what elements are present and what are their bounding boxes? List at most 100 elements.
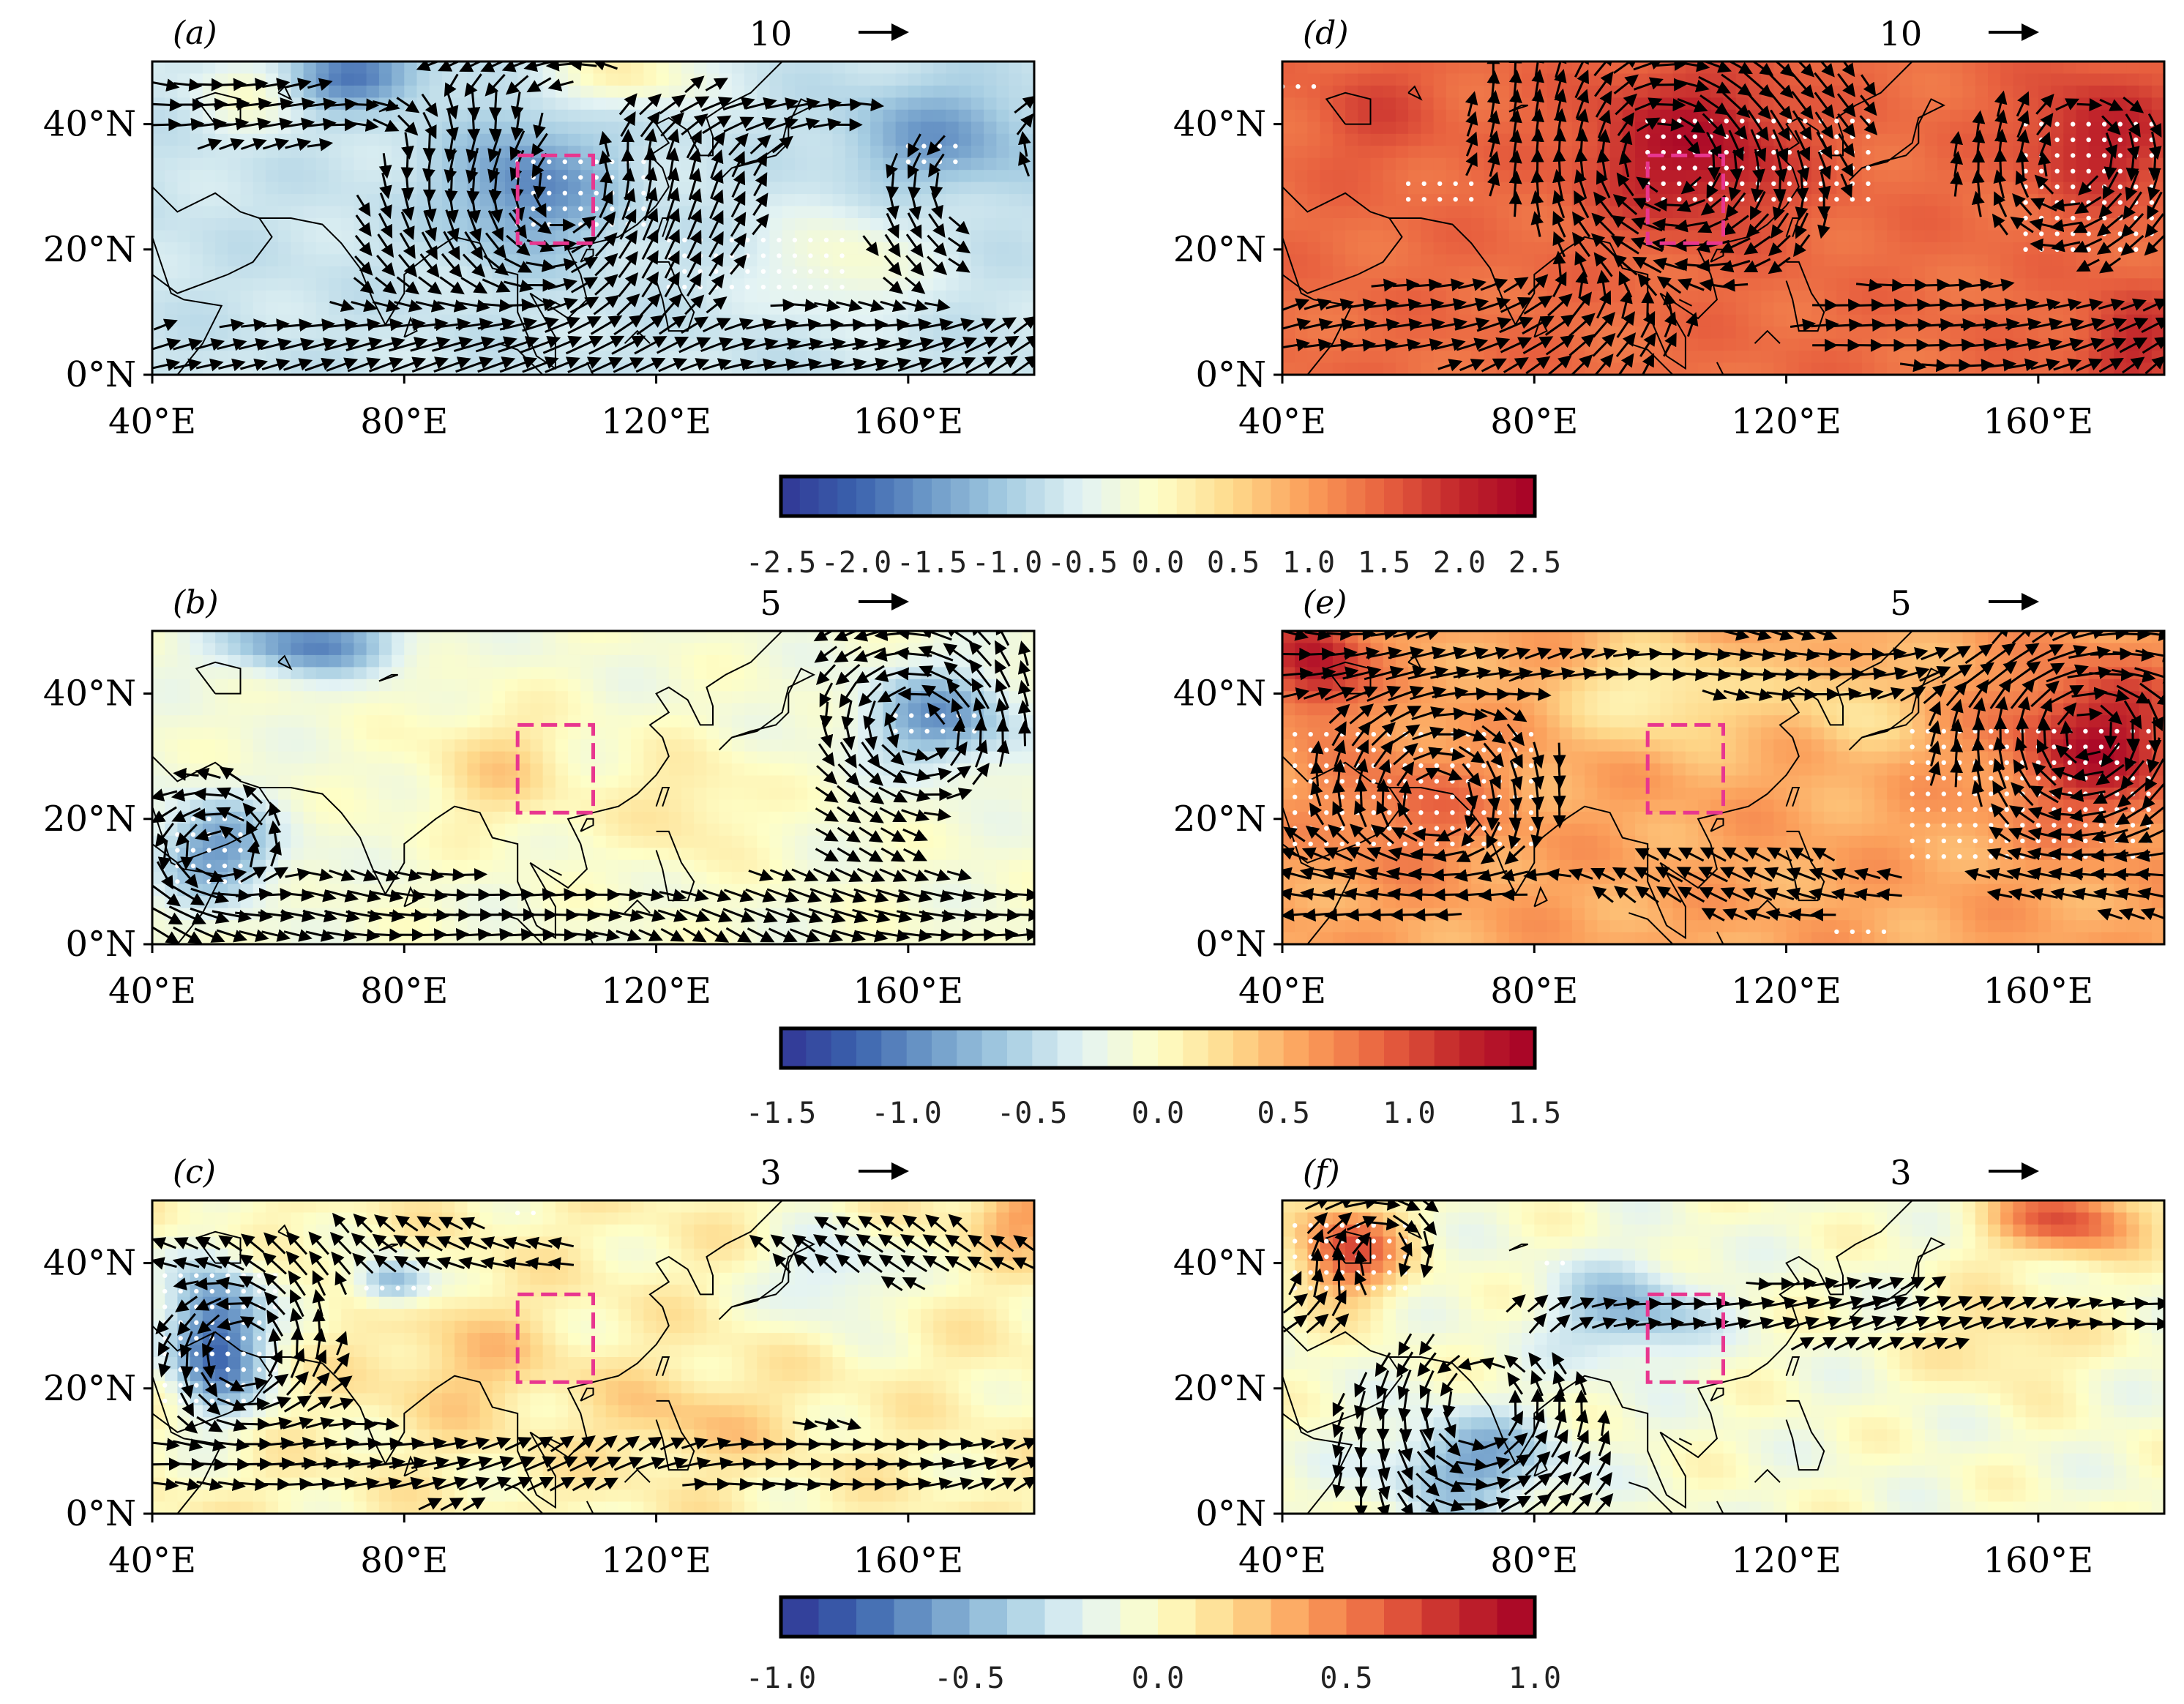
field-cell <box>177 314 191 327</box>
field-cell <box>265 109 279 123</box>
field-cell <box>1748 302 1762 315</box>
field-cell <box>883 290 897 304</box>
field-cell <box>580 157 594 171</box>
field-cell <box>190 654 203 668</box>
field-cell <box>1332 182 1346 195</box>
x-tick-label: 120°E <box>601 401 711 442</box>
field-cell <box>1332 351 1346 364</box>
stipple-dot <box>2039 247 2044 252</box>
field-cell <box>1332 146 1346 159</box>
stipple-dot <box>792 285 798 290</box>
field-cell <box>1282 157 1295 171</box>
field-cell <box>984 206 998 219</box>
field-cell <box>593 109 607 123</box>
field-cell <box>870 351 884 364</box>
field-cell <box>1433 73 1447 86</box>
field-cell <box>1459 206 1472 219</box>
field-cell <box>429 157 443 171</box>
field-cell <box>958 133 972 147</box>
field-cell <box>555 97 569 111</box>
field-cell <box>1912 85 1926 99</box>
field-cell <box>1484 218 1497 231</box>
field-cell <box>1484 61 1497 75</box>
field-cell <box>1471 122 1485 135</box>
field-cell <box>2051 73 2065 86</box>
field-cell <box>1522 254 1536 267</box>
field-cell <box>1446 85 1459 99</box>
field-cell <box>731 61 745 75</box>
field-cell <box>1798 338 1812 351</box>
field-cell <box>240 61 254 75</box>
field-cell <box>1332 290 1346 304</box>
field-cell <box>643 351 657 364</box>
field-cell <box>2063 290 2077 304</box>
field-cell <box>1786 362 1800 375</box>
field-cell <box>215 703 229 717</box>
field-cell <box>1421 133 1435 147</box>
field-cell <box>605 266 619 280</box>
field-cell <box>1395 133 1409 147</box>
field-cell <box>996 206 1010 219</box>
field-cell <box>895 326 909 340</box>
field-cell <box>1912 170 1926 183</box>
field-cell <box>908 122 921 135</box>
field-cell <box>1471 206 1485 219</box>
field-cell <box>441 194 455 207</box>
field-cell <box>303 254 317 267</box>
field-cell <box>1899 326 1913 340</box>
field-cell <box>744 61 758 75</box>
field-cell <box>303 206 317 219</box>
field-cell <box>769 157 783 171</box>
field-cell <box>958 61 972 75</box>
field-cell <box>568 157 582 171</box>
wind-vector <box>349 98 380 112</box>
stipple-dot <box>2054 231 2060 236</box>
stipple-dot <box>2117 200 2123 205</box>
field-cell <box>303 146 317 159</box>
stipple-dot <box>1866 165 1871 171</box>
field-cell <box>278 326 292 340</box>
field-cell <box>2076 73 2090 86</box>
field-cell <box>1924 254 1938 267</box>
stipple-dot <box>698 237 703 243</box>
field-cell <box>1962 85 1976 99</box>
field-cell <box>253 206 266 219</box>
field-cell <box>315 85 329 99</box>
field-cell <box>1635 351 1648 364</box>
field-cell <box>895 290 909 304</box>
field-cell <box>354 61 367 75</box>
field-cell <box>1874 206 1888 219</box>
field-cell <box>177 643 191 656</box>
field-cell <box>152 643 165 656</box>
field-cell <box>1559 157 1573 171</box>
field-cell <box>1295 206 1309 219</box>
field-cell <box>1710 314 1724 327</box>
field-cell <box>858 266 871 280</box>
field-cell <box>303 218 317 231</box>
field-cell <box>1748 73 1762 86</box>
field-cell <box>757 254 771 267</box>
field-cell <box>984 194 998 207</box>
field-cell <box>278 266 292 280</box>
field-cell <box>1496 254 1510 267</box>
y-tick-label: 0°N <box>65 354 136 395</box>
field-cell <box>202 691 216 704</box>
field-cell <box>1824 362 1838 375</box>
field-cell <box>416 85 430 99</box>
field-cell <box>719 61 733 75</box>
field-cell <box>631 157 645 171</box>
field-cell <box>744 182 758 195</box>
field-cell <box>1685 351 1699 364</box>
field-cell <box>202 218 216 231</box>
field-cell <box>1332 218 1346 231</box>
field-cell <box>845 61 859 75</box>
field-cell <box>177 703 191 717</box>
field-cell <box>165 631 179 644</box>
field-cell <box>1383 266 1396 280</box>
field-cell <box>1773 85 1787 99</box>
field-cell <box>845 73 859 86</box>
field-cell <box>1433 97 1447 111</box>
field-cell <box>1307 266 1321 280</box>
field-cell <box>152 775 165 788</box>
field-cell <box>782 326 796 340</box>
